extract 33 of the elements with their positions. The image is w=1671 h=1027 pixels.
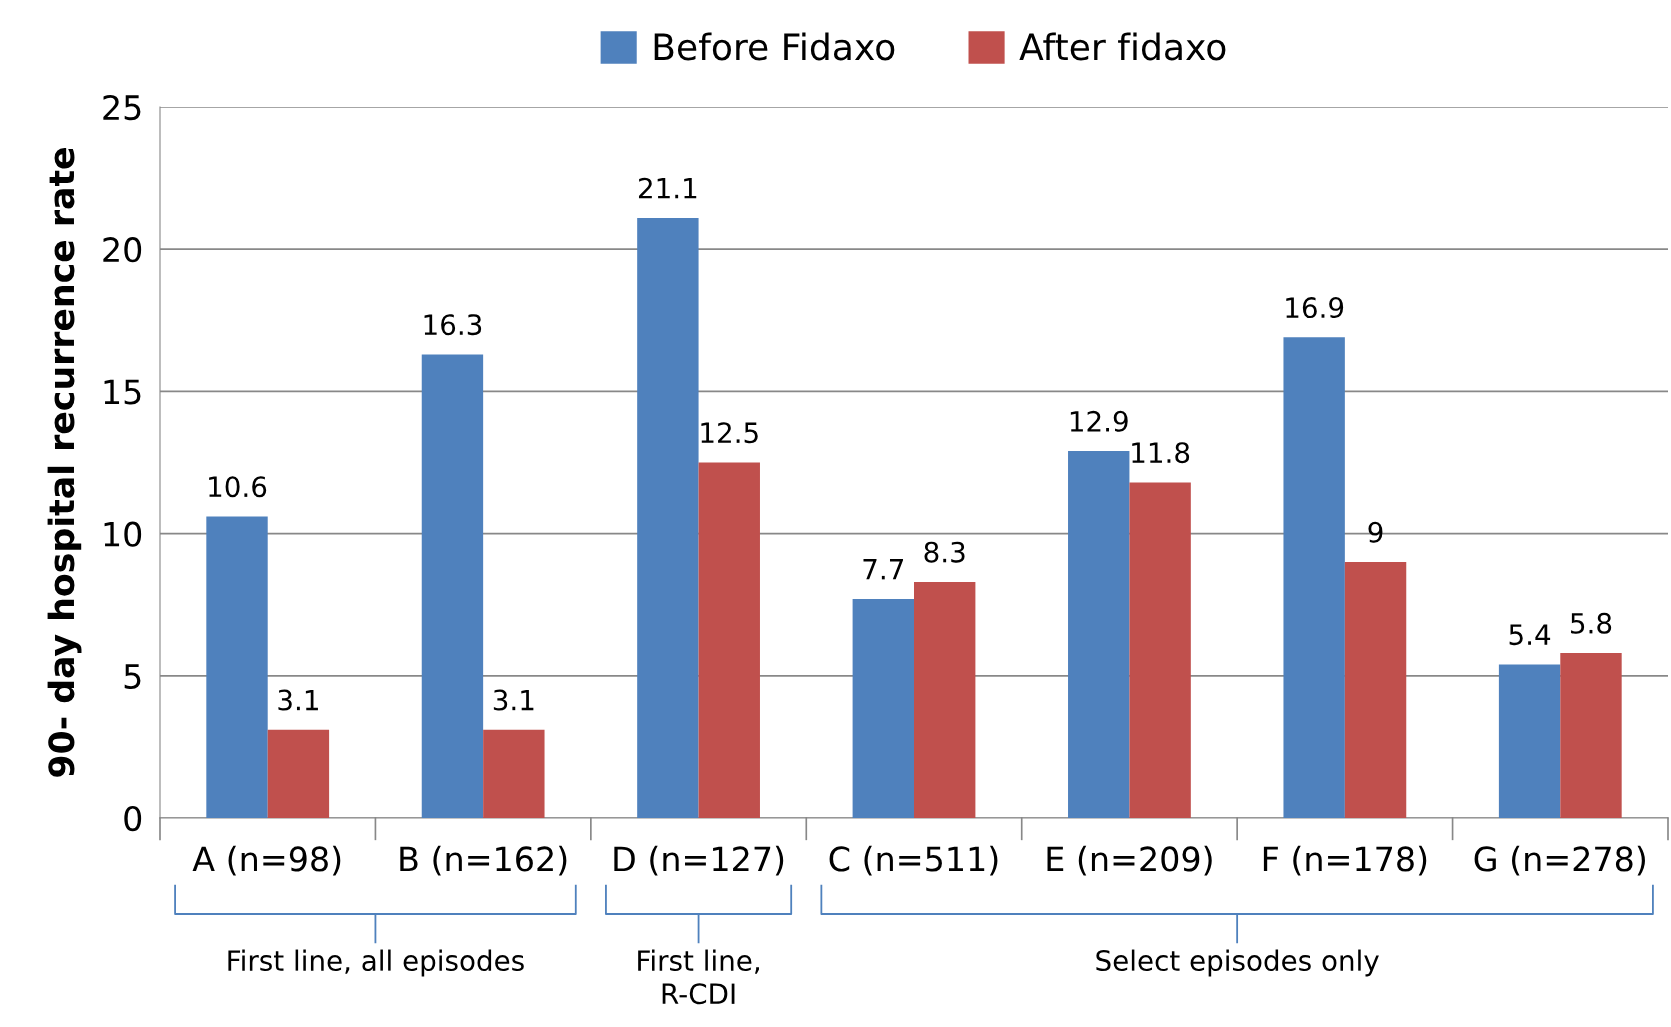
data-label: 10.6 <box>209 476 267 498</box>
x-tick-label: A (n=98) <box>192 845 341 876</box>
data-label: 12.5 <box>701 422 758 444</box>
data-label: 5.4 <box>1509 624 1551 646</box>
data-label: 9 <box>1368 521 1383 543</box>
data-label: 12.9 <box>1070 410 1128 432</box>
y-axis-title: 90- day hospital recurrence rate <box>47 148 82 777</box>
legend-label: Before Fidaxo <box>654 32 895 61</box>
data-label: 5.8 <box>1571 612 1612 634</box>
x-tick-label: E (n=209) <box>1047 845 1212 876</box>
x-tick-label: C (n=511) <box>829 845 998 876</box>
data-label: 3.1 <box>493 689 534 711</box>
text: First line, R-CDI <box>638 949 759 1005</box>
data-label: 11.8 <box>1132 442 1190 464</box>
data-label: 7.7 <box>863 559 904 580</box>
y-tick-label: 25 <box>103 94 141 121</box>
y-tick-label: 15 <box>104 379 141 405</box>
data-label: 3.1 <box>278 689 318 711</box>
x-tick-label: F (n=178) <box>1263 845 1427 876</box>
legend-label: After fidaxo <box>1019 32 1226 61</box>
x-tick-label: B (n=162) <box>400 845 567 876</box>
y-tick-label: 0 <box>124 805 142 832</box>
x-tick-label: D (n=127) <box>614 845 784 876</box>
data-label: 16.3 <box>424 314 482 336</box>
text: Select episodes only <box>1096 949 1379 977</box>
data-label: 21.1 <box>638 177 697 199</box>
y-tick-label: 20 <box>103 237 142 263</box>
data-label: 8.3 <box>924 541 965 563</box>
y-tick-label: 5 <box>124 664 141 689</box>
x-tick-label: G (n=278) <box>1474 845 1645 876</box>
text: First line, all episodes <box>228 949 524 977</box>
y-tick-label: 10 <box>104 521 142 547</box>
data-label: 16.9 <box>1286 297 1344 319</box>
